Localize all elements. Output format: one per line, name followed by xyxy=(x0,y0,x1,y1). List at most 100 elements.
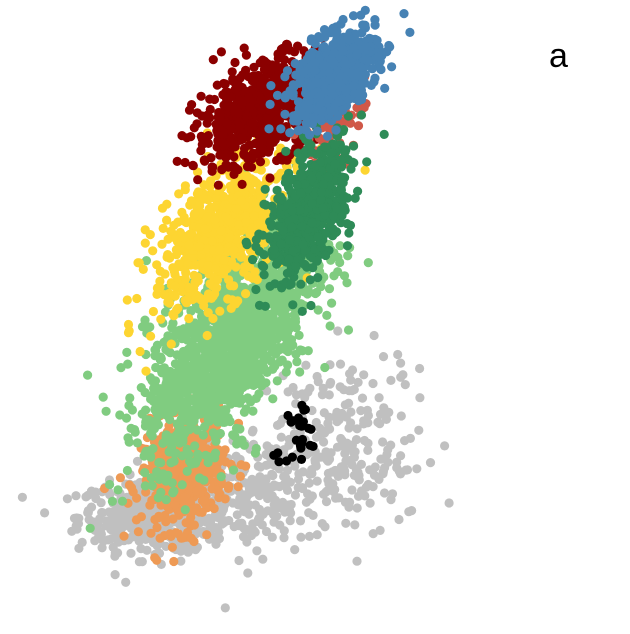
data-point xyxy=(123,328,134,338)
data-point xyxy=(113,485,123,495)
data-point xyxy=(269,245,279,255)
data-point xyxy=(260,342,270,353)
data-point xyxy=(151,386,161,396)
data-point xyxy=(209,503,219,514)
data-point xyxy=(96,498,106,508)
data-point xyxy=(123,359,133,369)
data-point xyxy=(216,226,226,236)
data-point xyxy=(158,223,168,233)
data-point xyxy=(296,532,306,542)
data-point xyxy=(352,556,362,566)
data-point xyxy=(133,527,143,537)
data-point xyxy=(340,448,350,459)
data-point xyxy=(166,458,176,468)
data-point xyxy=(163,331,173,341)
data-point xyxy=(212,275,223,285)
data-point xyxy=(221,212,231,222)
data-point xyxy=(218,130,228,140)
data-point xyxy=(254,320,264,330)
data-point xyxy=(356,110,367,120)
data-point xyxy=(171,528,181,538)
data-point xyxy=(288,300,298,310)
data-point xyxy=(212,283,222,293)
data-point xyxy=(98,536,108,546)
data-point xyxy=(325,321,335,331)
data-point xyxy=(171,448,181,458)
data-point xyxy=(173,303,183,313)
data-point xyxy=(117,496,128,506)
data-point xyxy=(138,264,148,274)
data-point xyxy=(204,204,214,214)
data-point xyxy=(123,319,134,330)
data-point xyxy=(340,466,350,476)
data-point xyxy=(172,156,182,166)
data-point xyxy=(324,479,334,489)
data-point xyxy=(279,533,289,543)
data-point xyxy=(198,194,208,204)
data-point xyxy=(192,396,202,406)
data-point xyxy=(249,62,259,72)
data-point xyxy=(175,227,185,238)
data-point xyxy=(281,311,292,321)
data-point xyxy=(268,470,278,481)
data-point xyxy=(236,196,246,206)
data-point xyxy=(154,511,164,521)
data-point xyxy=(232,439,242,449)
data-point xyxy=(237,133,247,143)
data-point xyxy=(370,462,380,472)
data-point xyxy=(258,286,268,296)
data-point xyxy=(160,307,171,317)
data-point xyxy=(244,509,254,519)
data-point xyxy=(339,202,349,212)
data-point xyxy=(396,358,406,368)
data-point xyxy=(280,299,290,309)
data-point xyxy=(256,349,266,359)
data-point xyxy=(359,419,369,429)
data-point xyxy=(321,250,331,261)
data-point xyxy=(305,275,315,285)
data-point xyxy=(400,436,410,446)
data-point xyxy=(165,348,175,358)
data-point xyxy=(339,271,350,281)
data-point xyxy=(62,494,72,504)
data-point xyxy=(208,55,218,65)
data-point xyxy=(242,240,252,250)
data-point xyxy=(282,268,292,278)
data-point xyxy=(356,406,366,416)
data-point xyxy=(276,239,286,249)
data-point xyxy=(256,80,266,90)
data-point xyxy=(229,152,239,162)
data-point xyxy=(239,490,249,500)
data-point xyxy=(132,456,143,466)
data-point xyxy=(223,483,233,493)
data-point xyxy=(168,514,178,524)
data-point xyxy=(263,506,273,516)
data-point xyxy=(172,419,182,429)
data-point xyxy=(215,428,225,439)
data-point xyxy=(110,570,120,580)
data-point xyxy=(146,331,156,341)
data-point xyxy=(287,206,297,216)
data-point xyxy=(352,424,362,434)
data-point xyxy=(141,405,151,415)
data-point xyxy=(211,436,221,446)
data-point xyxy=(264,459,274,469)
data-point xyxy=(203,341,213,351)
data-point xyxy=(290,490,300,500)
data-point xyxy=(238,532,249,542)
data-point xyxy=(232,332,242,342)
data-point xyxy=(239,497,249,508)
data-point xyxy=(393,349,403,360)
data-point xyxy=(345,369,355,379)
data-point xyxy=(412,464,422,474)
data-point xyxy=(213,406,223,416)
data-point xyxy=(168,318,178,328)
data-point xyxy=(238,348,248,358)
data-point xyxy=(178,533,188,543)
data-point xyxy=(319,408,329,418)
data-point xyxy=(226,257,237,267)
data-point xyxy=(247,76,257,86)
data-point xyxy=(316,452,326,462)
data-point xyxy=(257,104,267,114)
data-point xyxy=(189,520,199,530)
